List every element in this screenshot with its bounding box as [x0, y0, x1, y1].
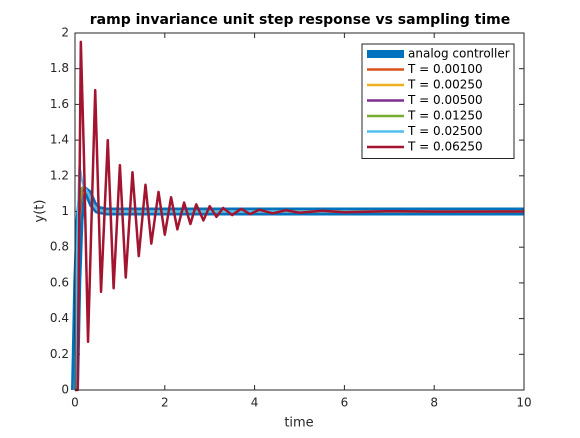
legend-label: T = 0.02500: [407, 124, 483, 138]
legend-label: T = 0.00100: [407, 62, 483, 76]
x-tick-label: 4: [251, 396, 259, 410]
y-tick-label: 2: [61, 26, 69, 40]
y-tick-label: 1.8: [50, 61, 69, 75]
y-tick-label: 1: [61, 204, 69, 218]
y-tick-label: 0.4: [50, 311, 69, 325]
legend-label: analog controller: [408, 47, 510, 61]
y-tick-label: 1.2: [50, 168, 69, 182]
y-tick-label: 0.6: [50, 275, 69, 289]
line-series: [73, 165, 524, 391]
chart-title: ramp invariance unit step response vs sa…: [90, 12, 510, 28]
y-tick-label: 0.8: [50, 240, 69, 254]
line-series: [75, 40, 525, 392]
x-axis-label: time: [284, 416, 313, 431]
x-tick-label: 8: [430, 396, 438, 410]
y-tick-label: 1.6: [50, 97, 69, 111]
y-tick-label: 1.4: [50, 133, 69, 147]
legend-label: T = 0.00500: [407, 93, 483, 107]
x-tick-label: 6: [341, 396, 349, 410]
y-tick-label: 0.2: [50, 347, 69, 361]
x-tick-label: 2: [161, 396, 169, 410]
legend-label: T = 0.00250: [407, 78, 483, 92]
legend-label: T = 0.06250: [407, 140, 483, 154]
y-axis-label: y(t): [33, 200, 48, 223]
x-tick-label: 0: [71, 396, 79, 410]
legend-label: T = 0.01250: [407, 109, 483, 123]
y-tick-label: 0: [61, 383, 69, 397]
axes-box: [74, 32, 525, 391]
x-tick-label: 10: [516, 396, 531, 410]
